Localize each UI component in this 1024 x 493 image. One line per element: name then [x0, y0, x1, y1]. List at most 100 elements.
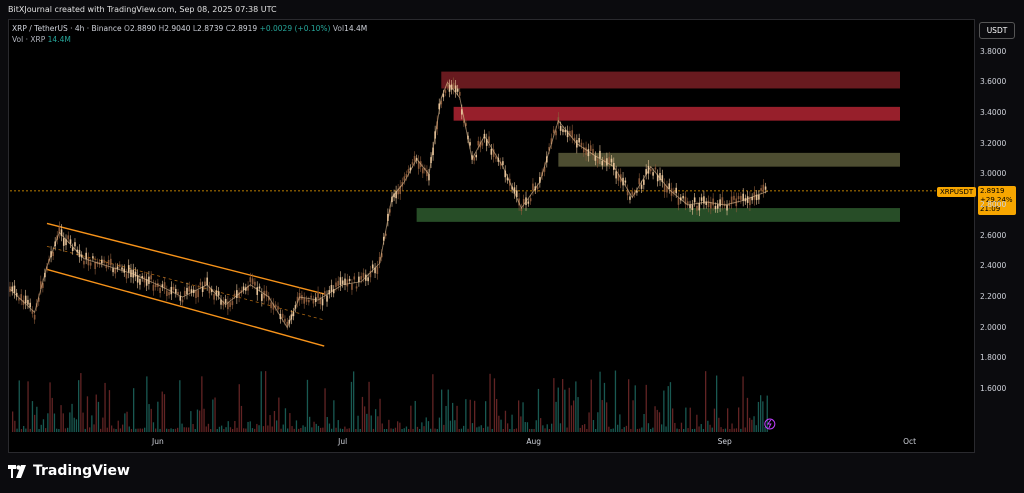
volume-bar	[95, 394, 97, 432]
candle-body	[536, 186, 539, 190]
volume-bar	[643, 413, 645, 432]
volume-bar	[735, 428, 738, 432]
candle-body	[422, 168, 424, 174]
volume-bar	[500, 419, 502, 432]
candle-body	[40, 281, 42, 289]
tradingview-logo[interactable]: TradingView	[8, 463, 130, 479]
candle-body	[656, 174, 659, 182]
volume-bar	[520, 416, 522, 432]
volume-bar	[82, 412, 84, 432]
price-change: +29.24%	[980, 196, 1013, 204]
volume-bar	[522, 402, 524, 432]
candle-body	[103, 259, 105, 263]
volume-bar	[727, 408, 729, 432]
volume-bar	[416, 426, 419, 432]
volume-bar	[36, 406, 38, 432]
candle-body	[380, 253, 383, 258]
volume-bar	[238, 384, 240, 432]
volume-bar	[73, 417, 75, 432]
volume-bar	[372, 428, 375, 432]
volume-bar	[60, 405, 62, 432]
volume-bar	[214, 397, 216, 432]
volume-bar	[458, 429, 460, 432]
candle-body	[335, 282, 337, 288]
candle-body	[550, 138, 553, 145]
volume-bar	[676, 428, 678, 432]
candle-body	[274, 304, 277, 308]
candle-body	[426, 170, 428, 177]
x-tick-label: Jul	[338, 437, 348, 446]
candle-body	[174, 288, 177, 294]
volume-bar	[47, 413, 49, 432]
candle-body	[719, 199, 721, 207]
volume-bar	[617, 424, 619, 432]
volume-bar	[218, 426, 221, 432]
volume-bar	[447, 389, 449, 432]
candle-body	[564, 129, 567, 133]
volume-bar	[225, 427, 227, 432]
candle-body	[755, 194, 758, 201]
candle-body	[760, 188, 762, 191]
candle-body	[355, 286, 358, 289]
volume-bar	[564, 389, 566, 432]
volume-bar	[663, 390, 665, 432]
candle-body	[310, 295, 312, 298]
volume-bar	[29, 428, 31, 432]
volume-bar	[502, 428, 504, 432]
candle-body	[413, 156, 416, 162]
candle-body	[543, 166, 546, 172]
volume-bar	[471, 423, 474, 432]
candle-body	[292, 311, 295, 317]
currency-button[interactable]: USDT	[979, 22, 1015, 39]
candle-body	[515, 190, 518, 198]
volume-bar	[159, 428, 161, 432]
candle-body	[172, 286, 175, 290]
candle-body	[134, 271, 137, 277]
volume-bar	[555, 401, 557, 432]
volume-bar	[632, 400, 634, 432]
volume-bar	[546, 424, 548, 432]
volume-bar	[614, 370, 617, 432]
volume-bar	[262, 426, 265, 432]
y-tick-label: 3.8000	[980, 46, 1007, 56]
candle-body	[456, 88, 459, 92]
candle-body	[548, 146, 550, 151]
volume-bar	[89, 427, 91, 432]
volume-bar	[443, 424, 445, 432]
volume-bar	[603, 382, 606, 432]
candle-body	[659, 173, 661, 181]
candle-body	[87, 258, 90, 266]
volume-bar	[628, 379, 630, 432]
candle-body	[344, 278, 346, 285]
zone-1	[453, 106, 900, 121]
volume-bar	[328, 423, 331, 432]
candle-body	[254, 281, 256, 286]
candle-body	[346, 279, 349, 287]
candle-body	[446, 83, 449, 87]
volume-bar	[203, 408, 205, 432]
candle-body	[589, 145, 592, 151]
candle-body	[263, 290, 265, 299]
candle-body	[367, 277, 369, 282]
volume-bar	[665, 426, 667, 432]
volume-bar	[150, 408, 152, 432]
candle-body	[758, 194, 760, 200]
volume-bar	[460, 428, 463, 432]
volume-bar	[185, 427, 188, 432]
candle-body	[638, 178, 641, 185]
volume-bar	[711, 427, 713, 432]
x-tick-label: Sep	[717, 437, 732, 446]
volume-bar	[344, 426, 346, 432]
candle-body	[513, 187, 516, 194]
volume-bar	[482, 428, 485, 432]
volume-bar	[155, 428, 157, 432]
plot-area[interactable]	[8, 19, 975, 453]
candle-body	[469, 142, 471, 146]
candle-body	[569, 130, 571, 137]
volume-bar	[284, 408, 287, 432]
candle-body	[374, 267, 376, 274]
volume-bar	[559, 423, 562, 432]
volume-bar	[249, 421, 251, 432]
volume-bar	[480, 425, 482, 432]
